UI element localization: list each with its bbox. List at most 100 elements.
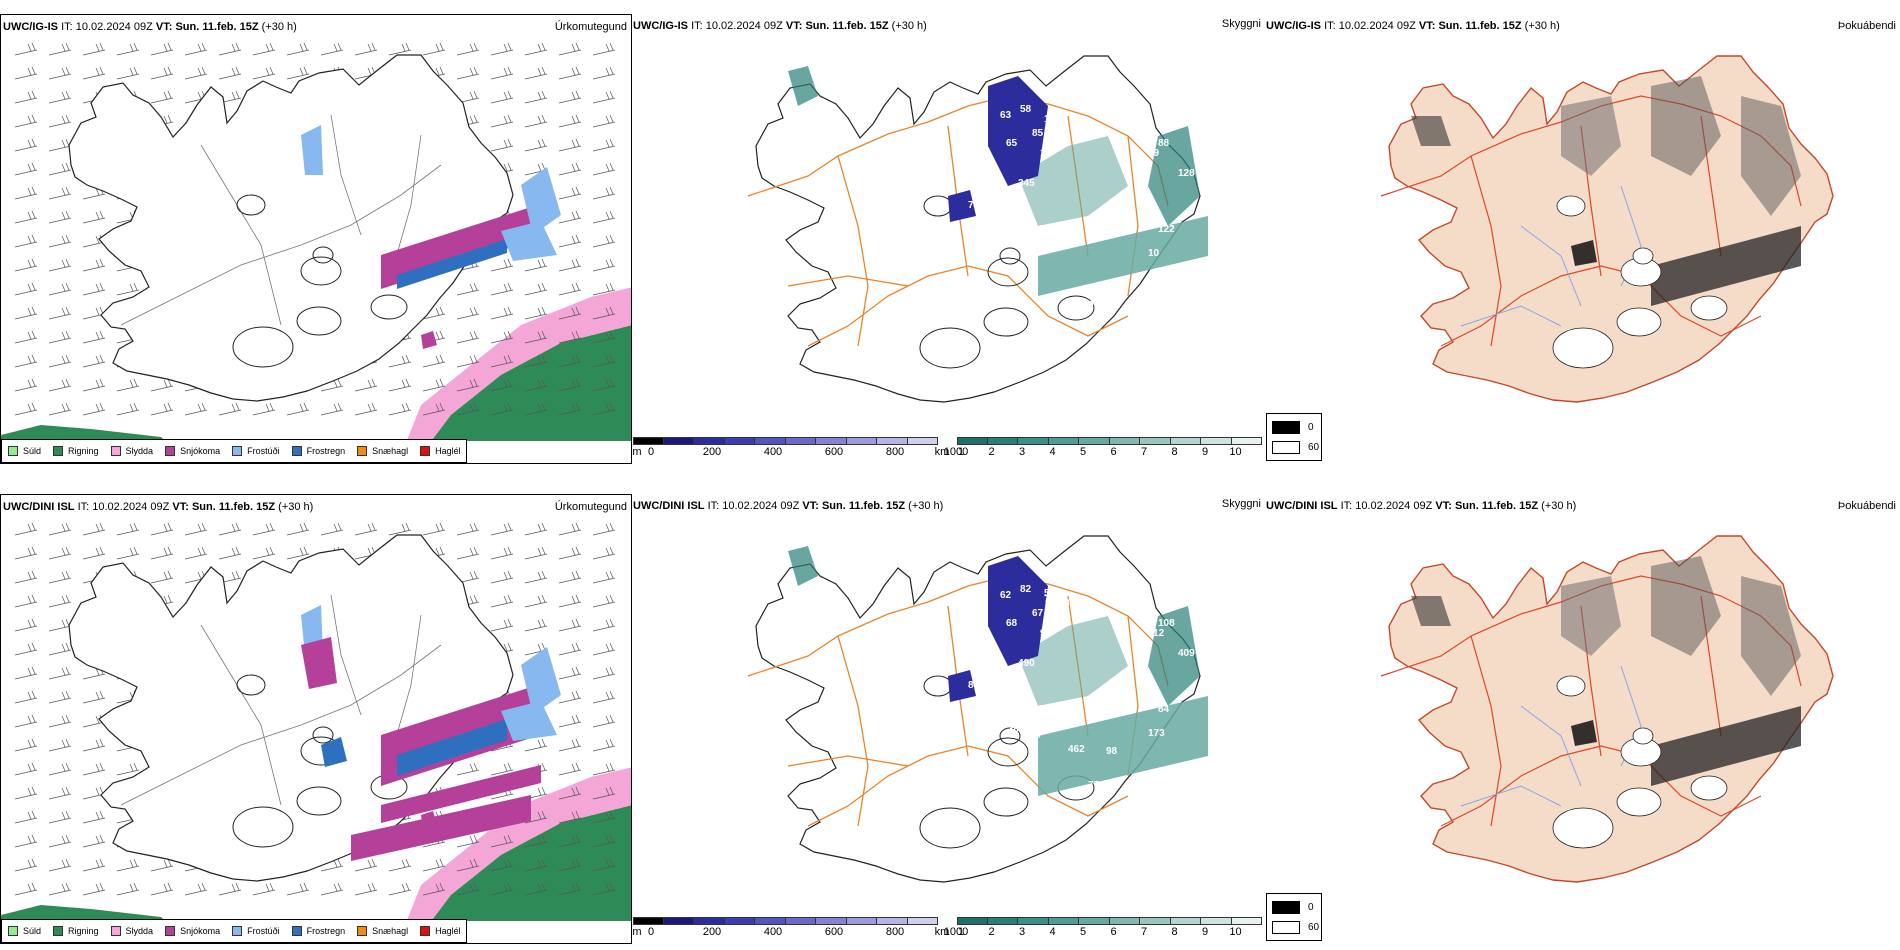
tick-label: 5 xyxy=(1079,446,1087,458)
wind-barb xyxy=(558,330,582,344)
low-visibility-area xyxy=(948,190,976,222)
legend-swatch xyxy=(53,926,64,936)
legend-item: Haglél xyxy=(420,926,461,936)
wind-barb xyxy=(48,570,72,584)
tick-label: 0 xyxy=(647,446,655,458)
wind-barb xyxy=(14,282,38,296)
wind-barb xyxy=(354,42,378,56)
freezing-drizzle-area xyxy=(301,125,323,175)
wind-barb xyxy=(558,378,582,392)
visibility-value: 212 xyxy=(1088,700,1105,711)
tick-label: 10 xyxy=(1229,926,1242,938)
tick-label: 7 xyxy=(1140,926,1148,938)
wind-barb xyxy=(592,882,616,896)
wind-barb xyxy=(456,378,480,392)
wind-barb xyxy=(82,378,106,392)
wind-barb xyxy=(592,210,616,224)
wind-barb xyxy=(422,42,446,56)
visibility-value: 68 xyxy=(1006,618,1018,629)
wind-barb xyxy=(456,282,480,296)
fog-map xyxy=(1380,535,1834,883)
wind-barb xyxy=(48,858,72,872)
freezing-rain-area xyxy=(397,719,507,776)
legend-item: Snæhagl xyxy=(357,926,408,936)
wind-barb xyxy=(48,666,72,680)
wind-barb xyxy=(184,402,208,416)
coastline xyxy=(68,54,514,402)
legend-item: Slydda xyxy=(110,926,154,936)
visibility-value: 409 xyxy=(1178,648,1195,659)
wind-barb xyxy=(388,354,412,368)
vis-title: Skyggni xyxy=(1221,498,1261,510)
visibility-value: 65 xyxy=(1006,138,1018,149)
visibility-value: 127 xyxy=(1038,224,1055,235)
wind-barb xyxy=(592,618,616,632)
vt-label: VT: xyxy=(172,501,189,513)
visibility-value: 49 xyxy=(1148,148,1160,159)
colorbar-segment xyxy=(846,437,877,445)
visibility-m-colorbar xyxy=(633,437,938,445)
wind-barb xyxy=(490,330,514,344)
wind-barb xyxy=(558,90,582,104)
fog-legend-label: 60 xyxy=(1308,922,1320,933)
reduced-visibility-area xyxy=(788,66,818,106)
wind-barb xyxy=(524,66,548,80)
fog-area xyxy=(1411,116,1451,146)
legend-label: Súld xyxy=(23,446,42,456)
wind-barb xyxy=(218,882,242,896)
tick-label: 4 xyxy=(1049,446,1056,458)
unit-label: km xyxy=(934,926,950,938)
it-label: IT: xyxy=(1340,500,1353,512)
wind-barb xyxy=(82,786,106,800)
visibility-value: 76 xyxy=(1126,704,1138,715)
glacier-area xyxy=(1690,775,1728,801)
wind-barb xyxy=(116,882,140,896)
tick-label: 7 xyxy=(1140,446,1148,458)
visibility-value: 10 xyxy=(1148,248,1160,259)
visibility-value: 55 xyxy=(1044,588,1056,599)
tick-label: 1 xyxy=(957,926,965,938)
wind-barb xyxy=(116,42,140,56)
glacier-outline xyxy=(300,256,342,286)
wind-barb xyxy=(490,90,514,104)
wind-barb xyxy=(82,690,106,704)
fog-area xyxy=(1411,596,1451,626)
visibility-value: 97 xyxy=(1088,300,1100,311)
legend-item: Haglél xyxy=(420,446,461,456)
wind-barb xyxy=(592,354,616,368)
tick-label: 200 xyxy=(702,926,722,938)
wind-barb xyxy=(82,330,106,344)
wind-barb xyxy=(558,738,582,752)
wind-barb xyxy=(558,42,582,56)
wind-barb xyxy=(456,882,480,896)
wind-barb xyxy=(14,762,38,776)
wind-barb xyxy=(48,210,72,224)
vt-value: Sun. 11.feb. 15Z xyxy=(191,501,276,513)
wind-barb xyxy=(558,882,582,896)
tick-label: 4 xyxy=(1049,926,1056,938)
wind-barb xyxy=(558,618,582,632)
snow-area xyxy=(351,795,531,861)
wind-barb xyxy=(82,522,106,536)
wind-barb xyxy=(558,402,582,416)
wind-barb xyxy=(524,882,548,896)
glacier-outline xyxy=(987,257,1029,287)
wind-barb xyxy=(82,282,106,296)
wind-barb xyxy=(82,810,106,824)
wind-barb xyxy=(456,42,480,56)
legend-label: Slydda xyxy=(125,926,154,936)
glacier-outline xyxy=(919,327,981,369)
visibility-value: 67 xyxy=(1032,608,1044,619)
wind-barb xyxy=(150,66,174,80)
fog-legend-row: 60 xyxy=(1272,441,1319,454)
wind-barb xyxy=(82,858,106,872)
tick-label: 400 xyxy=(763,446,783,458)
wind-barb xyxy=(592,738,616,752)
wind-barb xyxy=(524,282,548,296)
wind-barb xyxy=(150,858,174,872)
wind-barb xyxy=(558,714,582,728)
precip-title: Úrkomutegund xyxy=(554,21,627,33)
tick-label: 5 xyxy=(1079,926,1087,938)
wind-barb xyxy=(592,162,616,176)
wind-barb xyxy=(116,858,140,872)
